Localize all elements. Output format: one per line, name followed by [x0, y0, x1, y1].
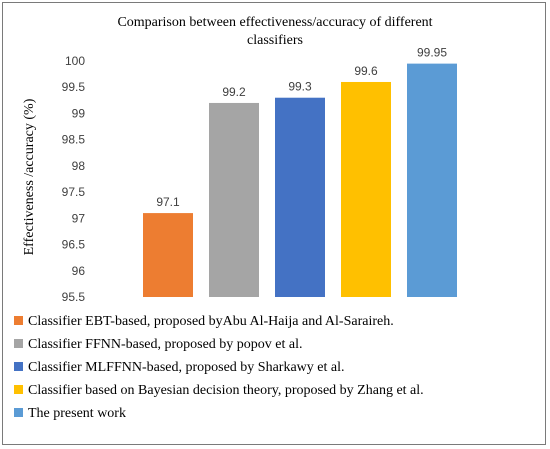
bar-chart: Comparison between effectiveness/accurac… — [14, 15, 457, 421]
bar-value-label: 99.2 — [222, 85, 246, 99]
bar-value-label: 99.6 — [354, 64, 378, 78]
y-tick-label: 96.5 — [62, 238, 86, 252]
bar — [143, 213, 193, 297]
y-axis-label: Effectiveness /accuracy (%) — [22, 98, 37, 255]
legend: Classifier EBT-based, proposed byAbu Al-… — [14, 314, 424, 421]
legend-entry: Classifier based on Bayesian decision th… — [28, 383, 424, 398]
bar-value-label: 97.1 — [156, 195, 180, 209]
bar — [341, 81, 391, 297]
bar — [407, 63, 457, 297]
y-tick-label: 99.5 — [62, 80, 86, 94]
bar — [209, 102, 259, 297]
chart-frame: Comparison between effectiveness/accurac… — [2, 2, 546, 445]
y-tick-label: 98.5 — [62, 133, 86, 147]
bar-value-label: 99.95 — [417, 46, 447, 60]
y-tick-label: 95.5 — [62, 290, 86, 304]
y-tick-label: 98 — [72, 159, 86, 173]
legend-entry: Classifier EBT-based, proposed byAbu Al-… — [28, 314, 394, 329]
legend-entry: Classifier FFNN-based, proposed by popov… — [28, 337, 303, 352]
legend-swatch — [14, 408, 23, 417]
chart-title-line-1: Comparison between effectiveness/accurac… — [117, 15, 432, 30]
chart-title-line-2: classifiers — [247, 33, 303, 48]
bar-value-label: 99.3 — [288, 80, 312, 94]
y-tick-label: 97 — [72, 211, 86, 225]
y-tick-label: 96 — [72, 264, 86, 278]
bar — [275, 97, 325, 297]
y-axis: 95.5 96 96.5 97 97.5 98 98.5 99 99.5 100 — [62, 54, 86, 304]
legend-swatch — [14, 316, 23, 325]
legend-entry: The present work — [28, 406, 126, 421]
legend-swatch — [14, 385, 23, 394]
y-tick-label: 97.5 — [62, 185, 86, 199]
legend-swatch — [14, 339, 23, 348]
legend-entry: Classifier MLFFNN-based, proposed by Sha… — [28, 360, 345, 375]
y-tick-label: 100 — [65, 54, 85, 68]
y-tick-label: 99 — [72, 106, 86, 120]
legend-swatch — [14, 362, 23, 371]
bars: 97.1 99.2 99.3 99.6 99.95 — [143, 46, 457, 297]
